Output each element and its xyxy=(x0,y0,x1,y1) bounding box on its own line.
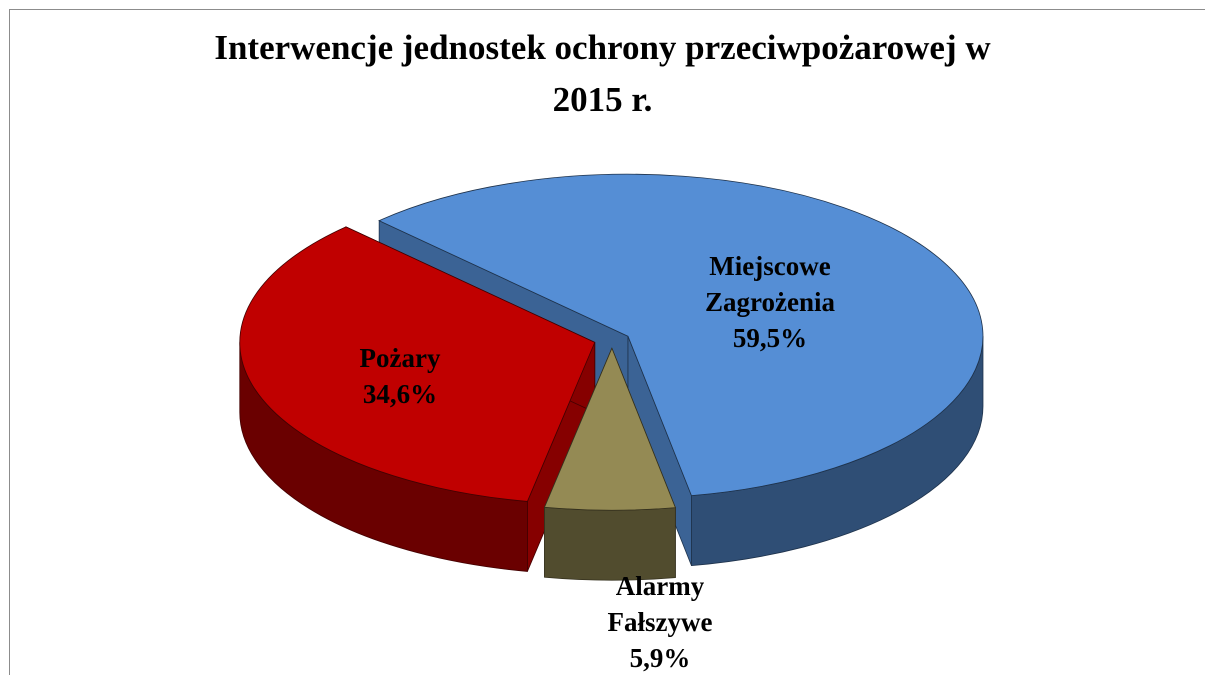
chart-title: Interwencje jednostek ochrony przeciwpoż… xyxy=(200,22,1005,126)
category-label: Miejscowe Zagrożenia xyxy=(685,248,855,320)
title-box: Interwencje jednostek ochrony przeciwpoż… xyxy=(0,22,1205,126)
category-label: Pożary xyxy=(315,340,485,376)
value-label: 5,9% xyxy=(560,640,760,676)
value-label: 34,6% xyxy=(300,376,500,412)
category-label: Alarmy Fałszywe xyxy=(575,568,745,640)
value-label: 59,5% xyxy=(670,320,870,356)
